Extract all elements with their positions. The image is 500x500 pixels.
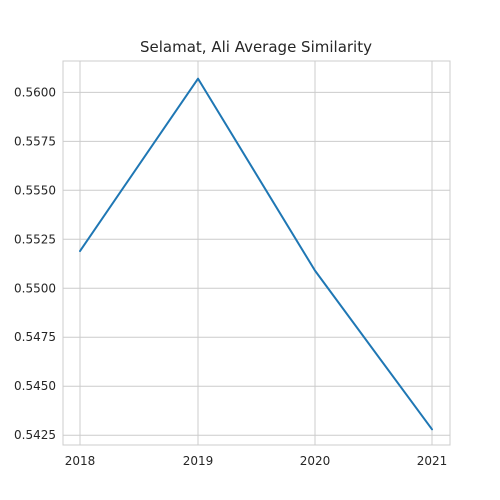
plot-frame [62,60,451,446]
x-axis-ticks: 2018 2019 2020 2021 [65,454,448,468]
chart-title: Selamat, Ali Average Similarity [140,38,372,56]
series-group [79,77,433,431]
y-tick-label: 0.5550 [14,183,56,197]
y-tick-label: 0.5500 [14,281,56,295]
x-tick-label: 2018 [65,454,96,468]
y-axis-ticks: 0.5425 0.5450 0.5475 0.5500 0.5525 0.5550 0.55… [14,85,56,442]
y-tick-label: 0.5450 [14,379,56,393]
x-tick-label: 2020 [300,454,331,468]
x-tick-label: 2019 [183,454,214,468]
series-line [79,77,433,431]
y-tick-label: 0.5525 [14,232,56,246]
y-tick-label: 0.5600 [14,85,56,99]
y-tick-label: 0.5475 [14,330,56,344]
y-tick-label: 0.5425 [14,428,56,442]
grid-lines [63,61,450,445]
y-tick-label: 0.5575 [14,134,56,148]
x-tick-label: 2021 [417,454,448,468]
